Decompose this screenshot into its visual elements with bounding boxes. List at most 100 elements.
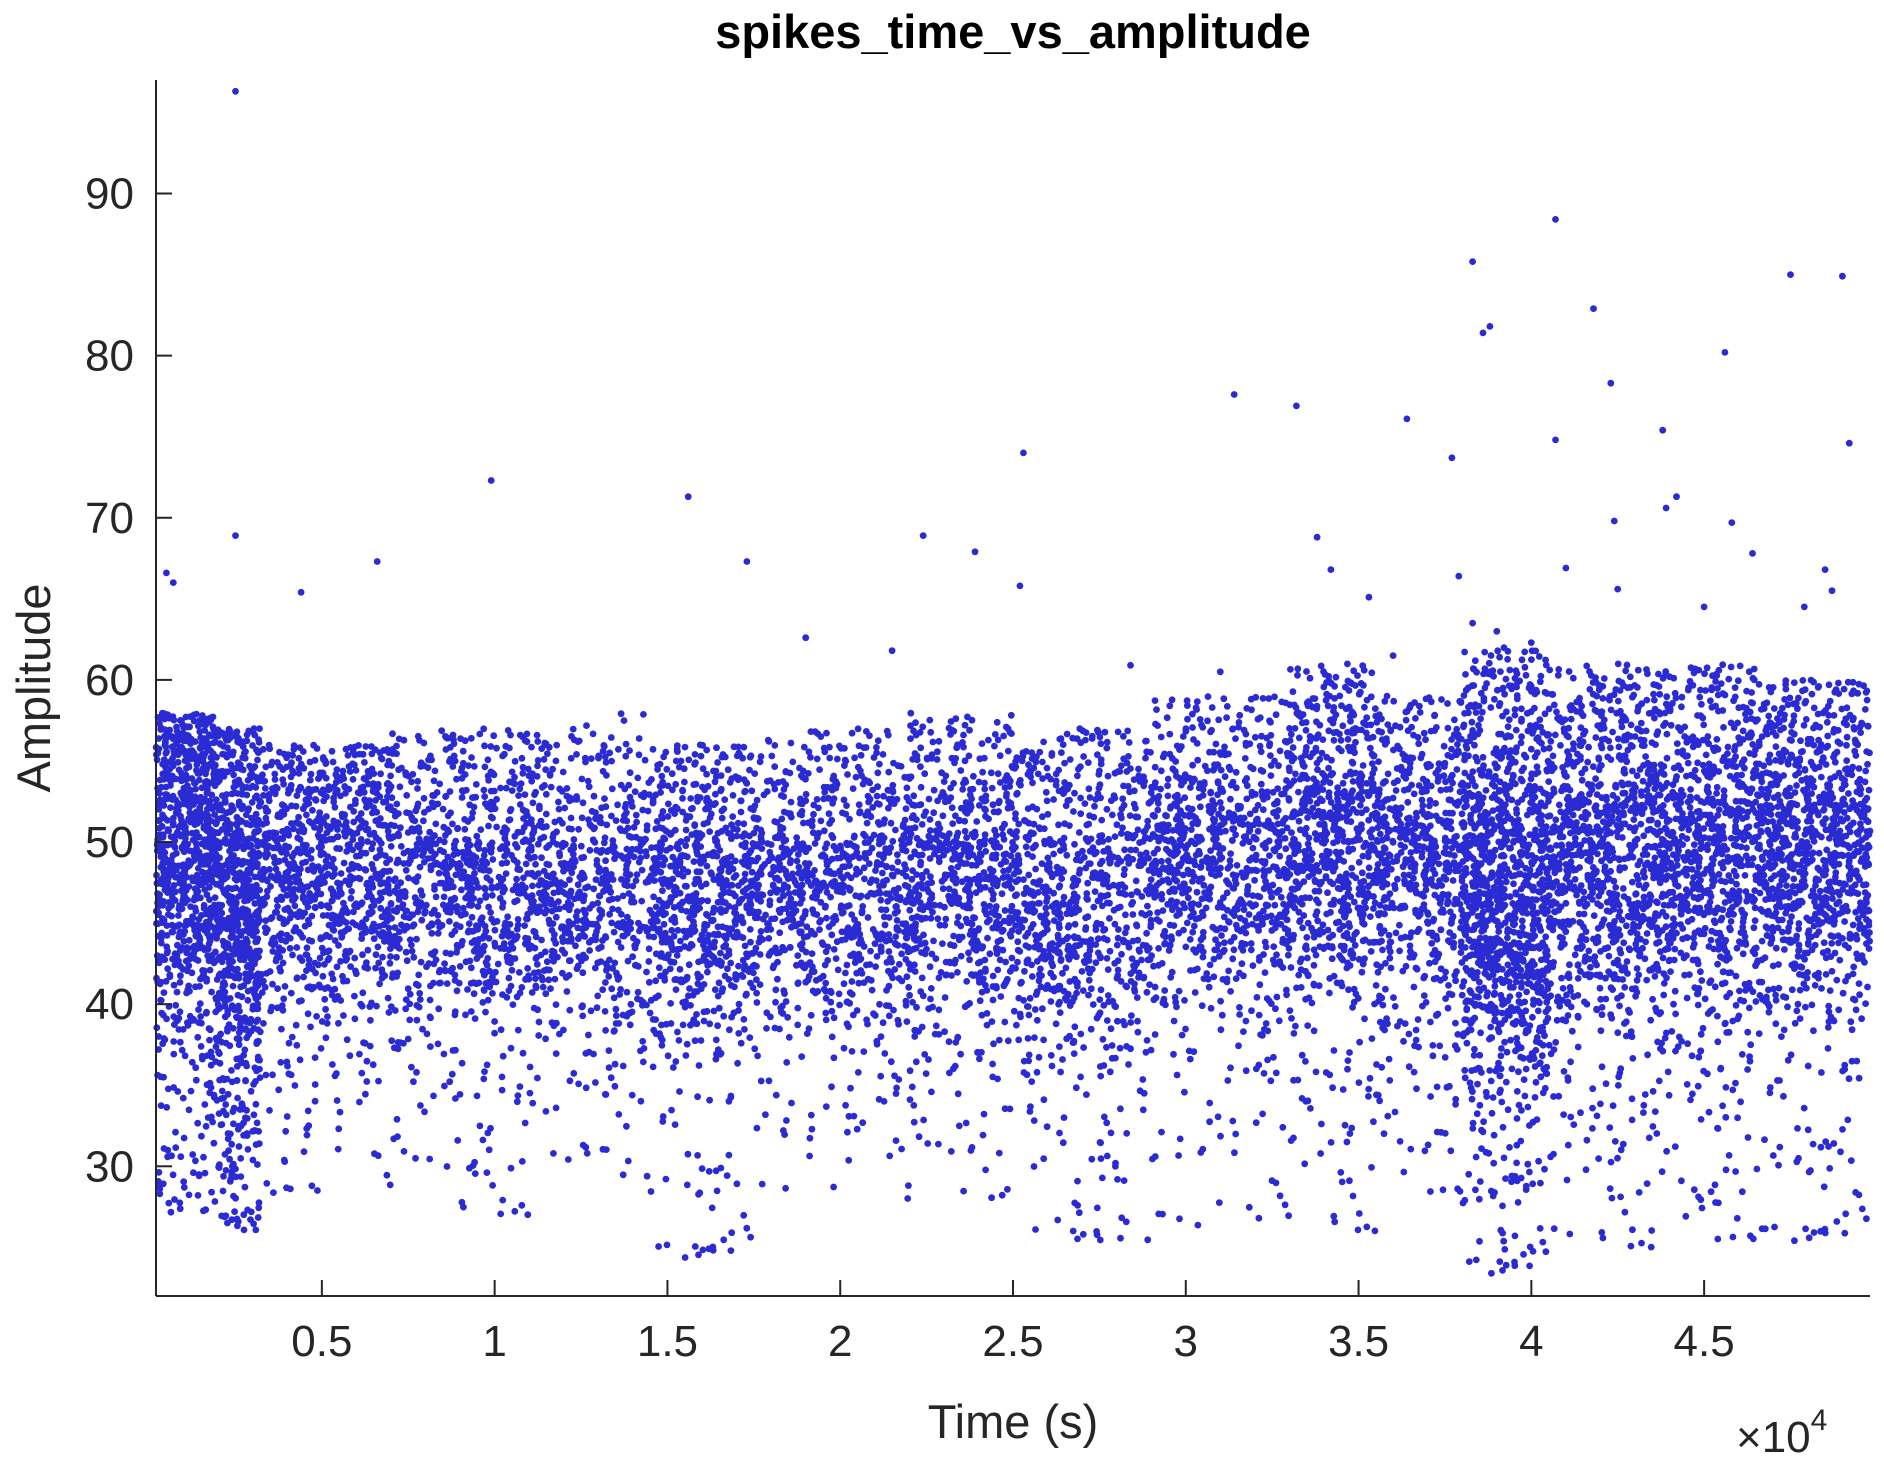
data-point xyxy=(886,1152,894,1160)
data-point xyxy=(157,978,165,986)
data-point xyxy=(594,992,602,1000)
data-point xyxy=(359,783,367,791)
data-point xyxy=(735,962,742,970)
data-point xyxy=(892,933,900,940)
data-point xyxy=(541,741,549,749)
data-point xyxy=(711,835,719,842)
data-point xyxy=(729,813,737,820)
data-point xyxy=(428,929,436,937)
data-point xyxy=(691,880,699,888)
data-point xyxy=(258,989,266,996)
data-point xyxy=(494,960,502,968)
data-point xyxy=(348,888,355,895)
data-point xyxy=(798,1053,806,1060)
data-point xyxy=(717,1050,725,1057)
data-point xyxy=(663,765,671,773)
data-point xyxy=(362,776,370,783)
data-point xyxy=(624,913,631,921)
data-point xyxy=(673,746,681,753)
data-point xyxy=(717,949,724,957)
data-point xyxy=(270,1189,277,1196)
data-point xyxy=(166,888,174,896)
data-point xyxy=(175,912,182,919)
data-point xyxy=(533,731,541,739)
data-point xyxy=(776,896,784,904)
data-point xyxy=(681,852,689,860)
data-point xyxy=(553,828,560,836)
data-point xyxy=(611,1082,619,1090)
data-point xyxy=(441,960,448,967)
data-point xyxy=(401,913,409,921)
data-point xyxy=(480,987,488,994)
data-point xyxy=(459,747,467,755)
data-point xyxy=(553,741,561,749)
data-point xyxy=(491,1029,498,1037)
data-point xyxy=(877,1072,885,1080)
data-point xyxy=(285,1070,293,1078)
data-point xyxy=(233,820,241,828)
data-point xyxy=(687,795,695,802)
data-point xyxy=(201,727,209,734)
data-point xyxy=(160,989,168,996)
data-point xyxy=(329,975,337,983)
data-point xyxy=(254,1016,262,1024)
data-point xyxy=(197,734,205,741)
data-point xyxy=(234,1222,241,1230)
data-point xyxy=(624,957,632,965)
data-point xyxy=(582,1084,590,1092)
data-point xyxy=(167,1208,175,1216)
data-point xyxy=(164,1085,172,1093)
data-point xyxy=(584,883,592,891)
data-point xyxy=(472,781,480,788)
data-point xyxy=(444,812,452,820)
data-point xyxy=(321,961,328,968)
data-point xyxy=(184,774,192,782)
data-point xyxy=(573,908,581,915)
data-point xyxy=(244,889,252,897)
data-point xyxy=(543,966,551,973)
data-point xyxy=(691,1037,699,1045)
data-point xyxy=(743,1224,751,1232)
data-point xyxy=(201,1101,209,1108)
data-point xyxy=(514,828,522,836)
data-point xyxy=(484,996,492,1004)
data-point xyxy=(331,870,338,878)
data-point xyxy=(359,750,367,758)
data-point xyxy=(887,1058,895,1066)
data-point xyxy=(566,1006,574,1014)
data-point xyxy=(714,898,722,906)
data-point xyxy=(758,1180,766,1188)
data-point xyxy=(441,1082,448,1090)
data-point xyxy=(364,946,372,954)
data-point xyxy=(446,744,454,751)
data-point xyxy=(654,766,661,773)
data-point xyxy=(220,886,227,894)
data-point xyxy=(319,786,327,794)
data-point xyxy=(443,871,451,879)
data-point xyxy=(698,957,706,964)
data-point xyxy=(391,875,399,883)
data-point xyxy=(163,817,171,824)
data-point xyxy=(683,908,690,915)
data-point xyxy=(629,882,637,890)
data-point xyxy=(242,1059,250,1067)
data-point xyxy=(183,947,191,954)
data-point xyxy=(677,838,685,845)
data-point xyxy=(581,754,589,762)
data-point xyxy=(351,902,358,909)
data-point xyxy=(335,1019,342,1027)
data-point xyxy=(311,1054,319,1061)
data-point xyxy=(370,784,377,792)
data-point xyxy=(372,797,379,804)
data-point xyxy=(658,772,666,780)
data-point xyxy=(215,1110,223,1117)
data-point xyxy=(158,1009,166,1017)
data-point xyxy=(187,903,195,910)
data-point xyxy=(456,963,464,970)
data-point xyxy=(608,985,616,993)
data-point xyxy=(879,869,886,877)
data-point xyxy=(320,797,328,805)
data-point xyxy=(445,864,452,871)
data-point xyxy=(192,1076,200,1084)
data-point xyxy=(611,1060,619,1068)
